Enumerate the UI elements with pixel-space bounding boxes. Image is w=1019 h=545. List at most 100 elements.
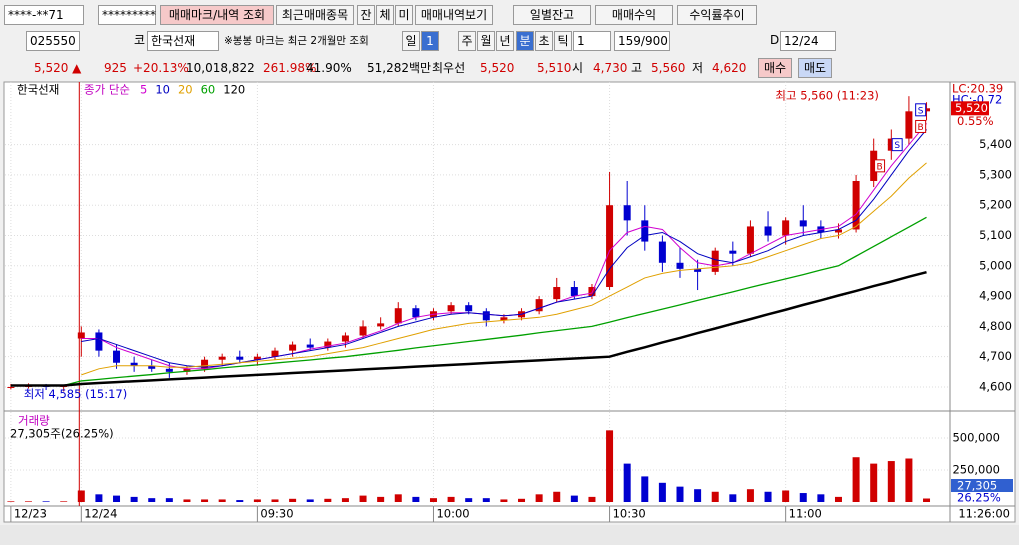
candle-body <box>7 386 15 388</box>
interval[interactable]: 1 <box>573 31 611 51</box>
period[interactable]: 년 <box>496 31 514 51</box>
ask: 5,520 <box>480 61 515 75</box>
candle-body <box>905 111 913 139</box>
button[interactable]: 수익률추이 <box>677 5 757 25</box>
volume-bar <box>130 496 138 502</box>
volume-bar <box>60 501 68 502</box>
volume-bar <box>465 498 473 502</box>
button[interactable]: 매매수익 <box>595 5 673 25</box>
volume-bar <box>24 501 32 502</box>
volume-bar <box>746 489 754 502</box>
account[interactable]: ****-**71 <box>4 5 84 25</box>
candle-body <box>588 287 596 297</box>
x-end-label: 11:26:00 <box>958 507 1010 521</box>
market: 코 <box>134 33 146 47</box>
candle-body <box>218 356 226 360</box>
volume: 10,018,822 <box>186 61 255 75</box>
code[interactable]: 025550 <box>26 31 80 51</box>
candle-body <box>676 262 684 269</box>
volume-bar <box>377 496 385 502</box>
candle-body <box>95 332 103 351</box>
volume-bar <box>729 494 737 502</box>
high: 5,560 <box>651 61 686 75</box>
button[interactable]: 잔 <box>357 5 375 25</box>
legend-entry: 120 <box>223 83 245 97</box>
y-tick-label: 5,300 <box>979 167 1012 181</box>
candle-body <box>553 287 561 300</box>
sell-button[interactable]: 매도 <box>798 58 832 78</box>
volume-title: 거래량 <box>18 414 50 428</box>
candle-body <box>465 305 473 312</box>
y-tick-label: 5,100 <box>979 228 1012 242</box>
low-label: 저 <box>692 61 704 75</box>
period[interactable]: 분 <box>516 31 534 51</box>
volume-last: 27,305 <box>957 479 997 493</box>
candle-body <box>77 332 85 339</box>
period[interactable]: 일 <box>402 31 420 51</box>
volume-bar <box>535 494 543 502</box>
candle-body <box>201 359 209 369</box>
candle-body <box>799 220 807 227</box>
best-label: 최우선 <box>432 61 466 75</box>
volume-bar <box>95 494 103 502</box>
candle-body <box>271 350 279 357</box>
scrollbar[interactable] <box>0 525 1019 545</box>
candle-body <box>870 150 878 181</box>
volume-bar <box>359 495 367 502</box>
change-pct: +20.13% <box>133 61 189 75</box>
price: 5,520 ▲ <box>34 61 82 75</box>
button[interactable]: 최근매매종목 <box>276 5 354 25</box>
candle-body <box>887 138 895 151</box>
x-tick-label: 11:00 <box>789 507 822 521</box>
trade-marker-label: S <box>894 141 900 151</box>
volume-bar <box>817 494 825 502</box>
x-tick-label: 10:00 <box>436 507 469 521</box>
password[interactable]: ********* <box>98 5 156 25</box>
volume-bar <box>42 501 50 502</box>
date[interactable]: 12/24 <box>780 31 836 51</box>
candle-body <box>289 344 297 351</box>
button[interactable]: 체 <box>376 5 394 25</box>
x-tick-label: 12/24 <box>84 507 117 521</box>
candle-body <box>341 335 349 342</box>
candle-body <box>236 356 244 360</box>
stock-name[interactable]: 한국선재 <box>147 31 219 51</box>
period[interactable]: 월 <box>477 31 495 51</box>
legend-label: 종가 단순 <box>84 83 130 97</box>
volume-bar <box>799 493 807 502</box>
candle-body <box>782 220 790 236</box>
trade-marker <box>891 138 903 152</box>
button[interactable]: 매매마크/내역 조회 <box>160 5 274 25</box>
volume-bar <box>887 461 895 502</box>
candle-body <box>711 250 719 272</box>
y-tick-label: 4,600 <box>979 379 1012 393</box>
volume-bar <box>905 458 913 502</box>
button[interactable]: 매매내역보기 <box>415 5 493 25</box>
period[interactable]: 초 <box>535 31 553 51</box>
volume-bar <box>77 490 85 502</box>
open-label: 시 <box>572 61 584 75</box>
candle-body <box>852 180 860 230</box>
legend-entry: 60 <box>201 83 216 97</box>
button[interactable]: 미 <box>395 5 413 25</box>
legend-entry: 20 <box>178 83 193 97</box>
trade-marker-label: B <box>918 123 924 133</box>
candle-body <box>165 368 173 372</box>
button[interactable]: 일별잔고 <box>513 5 591 25</box>
candle-body <box>658 241 666 263</box>
volume-bar <box>253 499 261 502</box>
volume-bar <box>7 501 15 502</box>
candle-body <box>746 226 754 254</box>
candle-body <box>694 268 702 272</box>
y-tick-label: 5,200 <box>979 198 1012 212</box>
buy-button[interactable]: 매수 <box>758 58 792 78</box>
period[interactable]: 1 <box>421 31 439 51</box>
period[interactable]: 틱 <box>554 31 572 51</box>
chart-title: 한국선재 <box>17 83 59 97</box>
volume-bar <box>341 498 349 502</box>
trade-marker-label: S <box>918 106 924 116</box>
y-tick-label: 4,800 <box>979 319 1012 333</box>
period[interactable]: 주 <box>458 31 476 51</box>
candle-body <box>148 365 156 369</box>
